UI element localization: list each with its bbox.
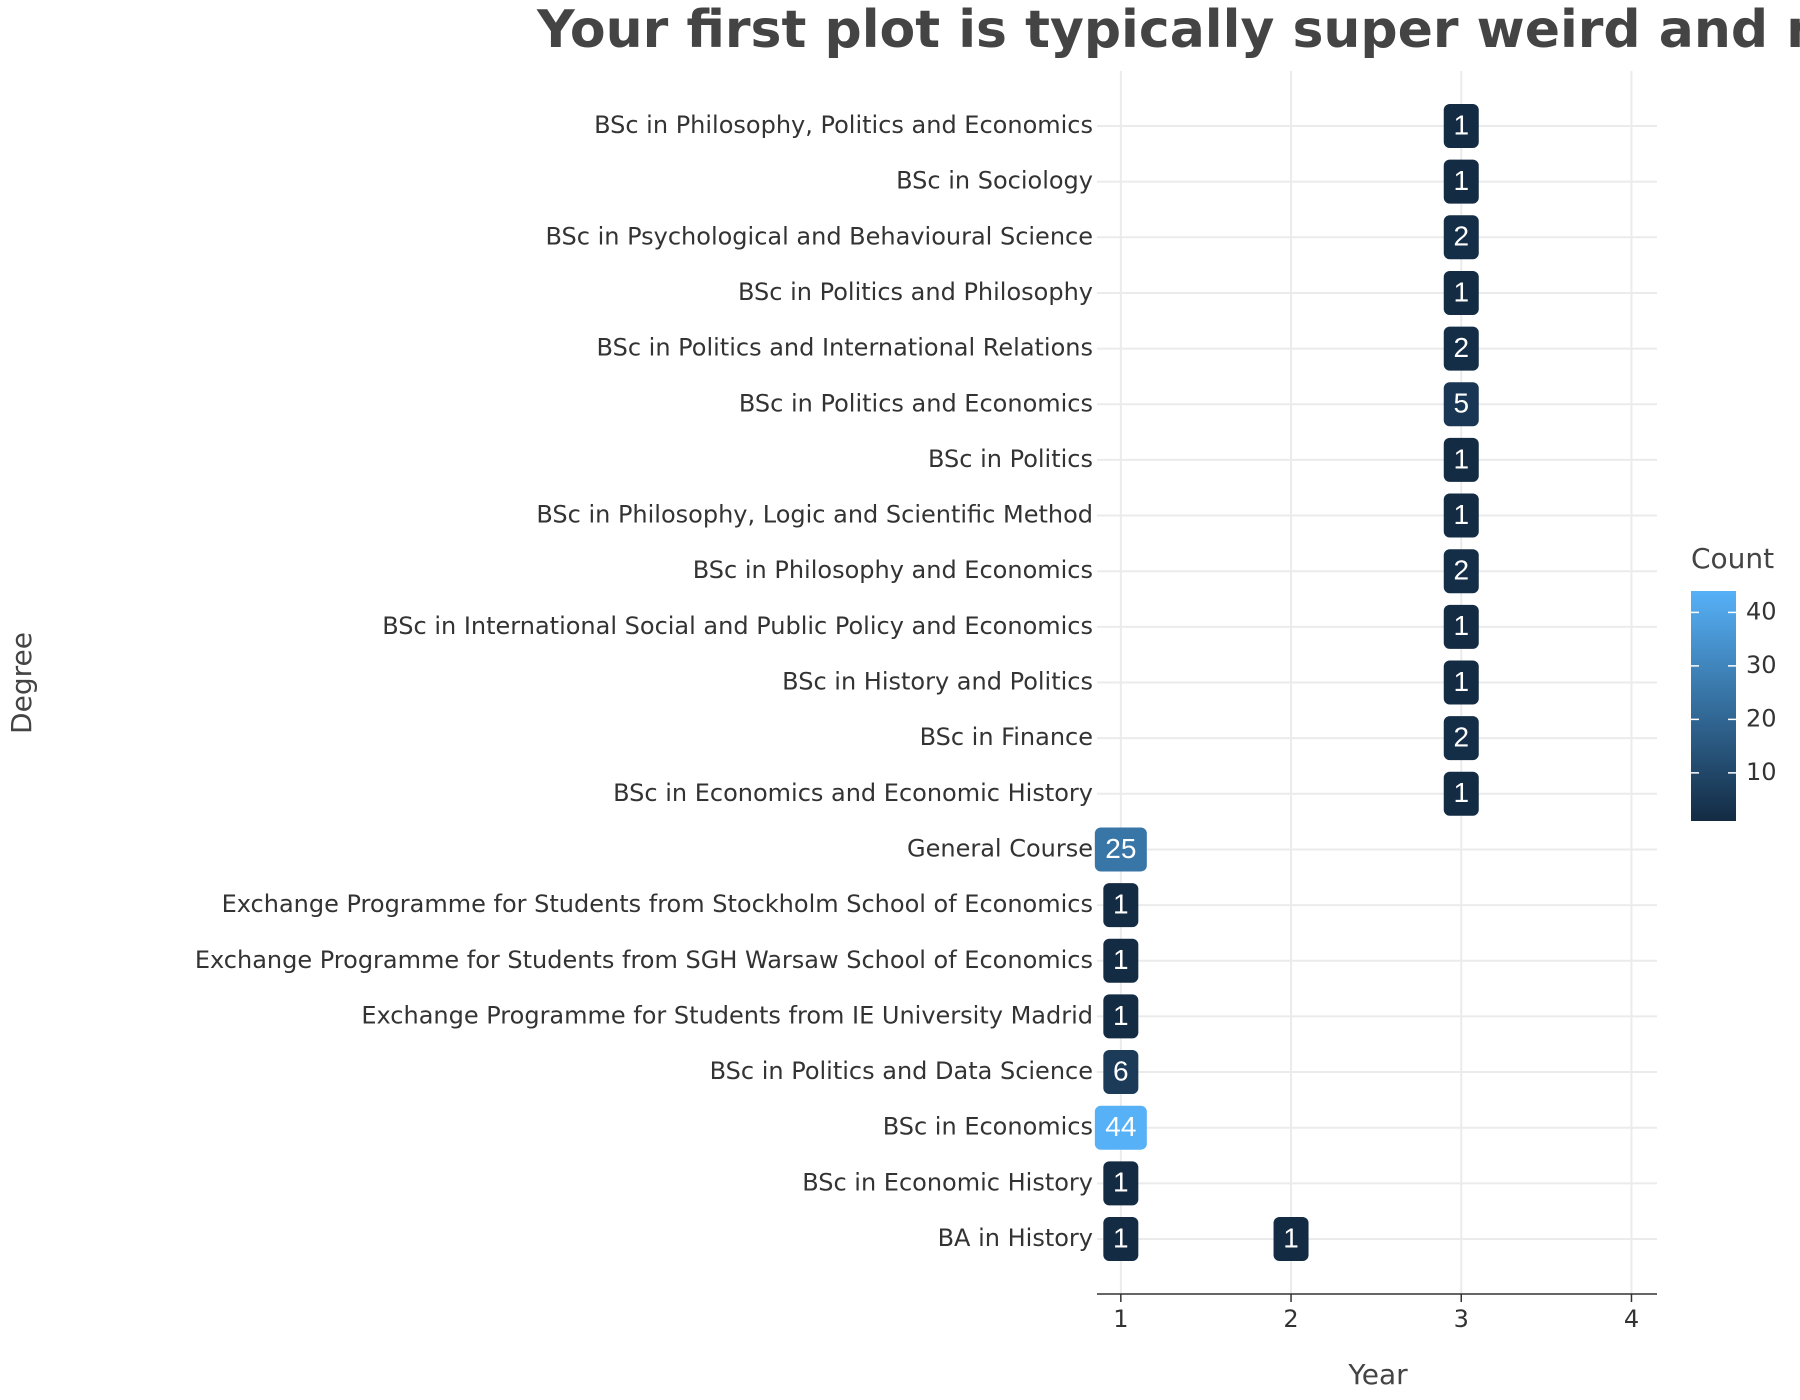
y-tick-label: BSc in Philosophy and Economics (693, 556, 1093, 584)
data-label: 2 (1453, 332, 1469, 363)
y-tick-label: BSc in History and Politics (782, 668, 1093, 696)
y-tick-label: Exchange Programme for Students from SGH… (195, 946, 1093, 974)
y-tick-label: BA in History (938, 1224, 1093, 1252)
y-tick-label: BSc in Economics (883, 1113, 1093, 1141)
data-label: 1 (1113, 944, 1129, 975)
label-box (1103, 938, 1139, 983)
y-tick-label: General Course (907, 834, 1093, 862)
data-label: 1 (1453, 499, 1469, 530)
label-box (1443, 771, 1479, 816)
x-tick-label: 4 (1624, 1305, 1639, 1333)
label-box (1103, 994, 1139, 1039)
data-label: 25 (1105, 833, 1136, 864)
label-box (1443, 660, 1479, 705)
legend-tick-label: 30 (1746, 651, 1777, 679)
data-label: 1 (1453, 165, 1469, 196)
label-box (1443, 215, 1479, 260)
data-label: 1 (1453, 443, 1469, 474)
y-tick-label: BSc in Economic History (802, 1168, 1093, 1196)
x-tick-label: 3 (1454, 1305, 1469, 1333)
label-box (1094, 827, 1147, 872)
data-label: 1 (1283, 1222, 1299, 1253)
data-label: 1 (1113, 1167, 1129, 1198)
label-box (1103, 1161, 1139, 1206)
data-label: 1 (1113, 888, 1129, 919)
y-tick-label: BSc in Sociology (896, 167, 1093, 195)
data-label: 1 (1453, 109, 1469, 140)
data-label: 1 (1453, 777, 1469, 808)
y-tick-label: BSc in Politics and Economics (739, 389, 1093, 417)
chart-title: Your first plot is typically super weird… (536, 0, 1800, 60)
label-box (1443, 493, 1479, 538)
data-label: 5 (1453, 388, 1469, 419)
y-tick-label: Exchange Programme for Students from IE … (361, 1001, 1093, 1029)
data-label: 2 (1453, 555, 1469, 586)
y-axis-label: Degree (5, 632, 38, 734)
y-tick-label: BSc in Philosophy, Logic and Scientific … (536, 501, 1093, 529)
label-box (1094, 1105, 1147, 1150)
label-box (1443, 437, 1479, 482)
data-label: 1 (1113, 1222, 1129, 1253)
x-tick-label: 2 (1283, 1305, 1298, 1333)
y-tick-label: Exchange Programme for Students from Sto… (222, 890, 1093, 918)
legend-tick-label: 10 (1746, 758, 1777, 786)
y-tick-label: BSc in Psychological and Behavioural Sci… (545, 222, 1093, 250)
y-tick-label: BSc in Economics and Economic History (613, 779, 1093, 807)
label-box (1443, 159, 1479, 204)
label-box (1443, 382, 1479, 427)
label-box (1443, 326, 1479, 371)
y-tick-label: BSc in Finance (920, 723, 1093, 751)
data-label: 1 (1453, 276, 1469, 307)
label-box (1103, 883, 1139, 928)
label-box (1443, 716, 1479, 761)
y-tick-label: BSc in International Social and Public P… (382, 612, 1093, 640)
legend-tick-label: 20 (1746, 704, 1777, 732)
label-box (1443, 604, 1479, 649)
data-label: 1 (1453, 666, 1469, 697)
label-box (1273, 1217, 1309, 1261)
label-box (1103, 1217, 1139, 1261)
label-box (1443, 104, 1479, 148)
x-axis-label: Year (1347, 1358, 1408, 1391)
x-tick-label: 1 (1113, 1305, 1128, 1333)
label-box (1443, 270, 1479, 315)
legend-title: Count (1691, 542, 1774, 575)
label-box (1103, 1050, 1139, 1095)
data-label: 6 (1113, 1055, 1129, 1086)
y-tick-label: BSc in Philosophy, Politics and Economic… (594, 111, 1093, 139)
legend-tick-label: 40 (1746, 597, 1777, 625)
y-tick-label: BSc in Politics and Philosophy (738, 278, 1093, 306)
y-tick-label: BSc in Politics and Data Science (710, 1057, 1093, 1085)
colorbar (1691, 591, 1736, 821)
y-tick-label: BSc in Politics (928, 445, 1093, 473)
label-box (1443, 549, 1479, 594)
data-label: 1 (1113, 1000, 1129, 1031)
y-tick-label: BSc in Politics and International Relati… (597, 334, 1093, 362)
data-label: 44 (1105, 1111, 1136, 1142)
data-label: 2 (1453, 722, 1469, 753)
data-label: 1 (1453, 610, 1469, 641)
data-label: 2 (1453, 221, 1469, 252)
